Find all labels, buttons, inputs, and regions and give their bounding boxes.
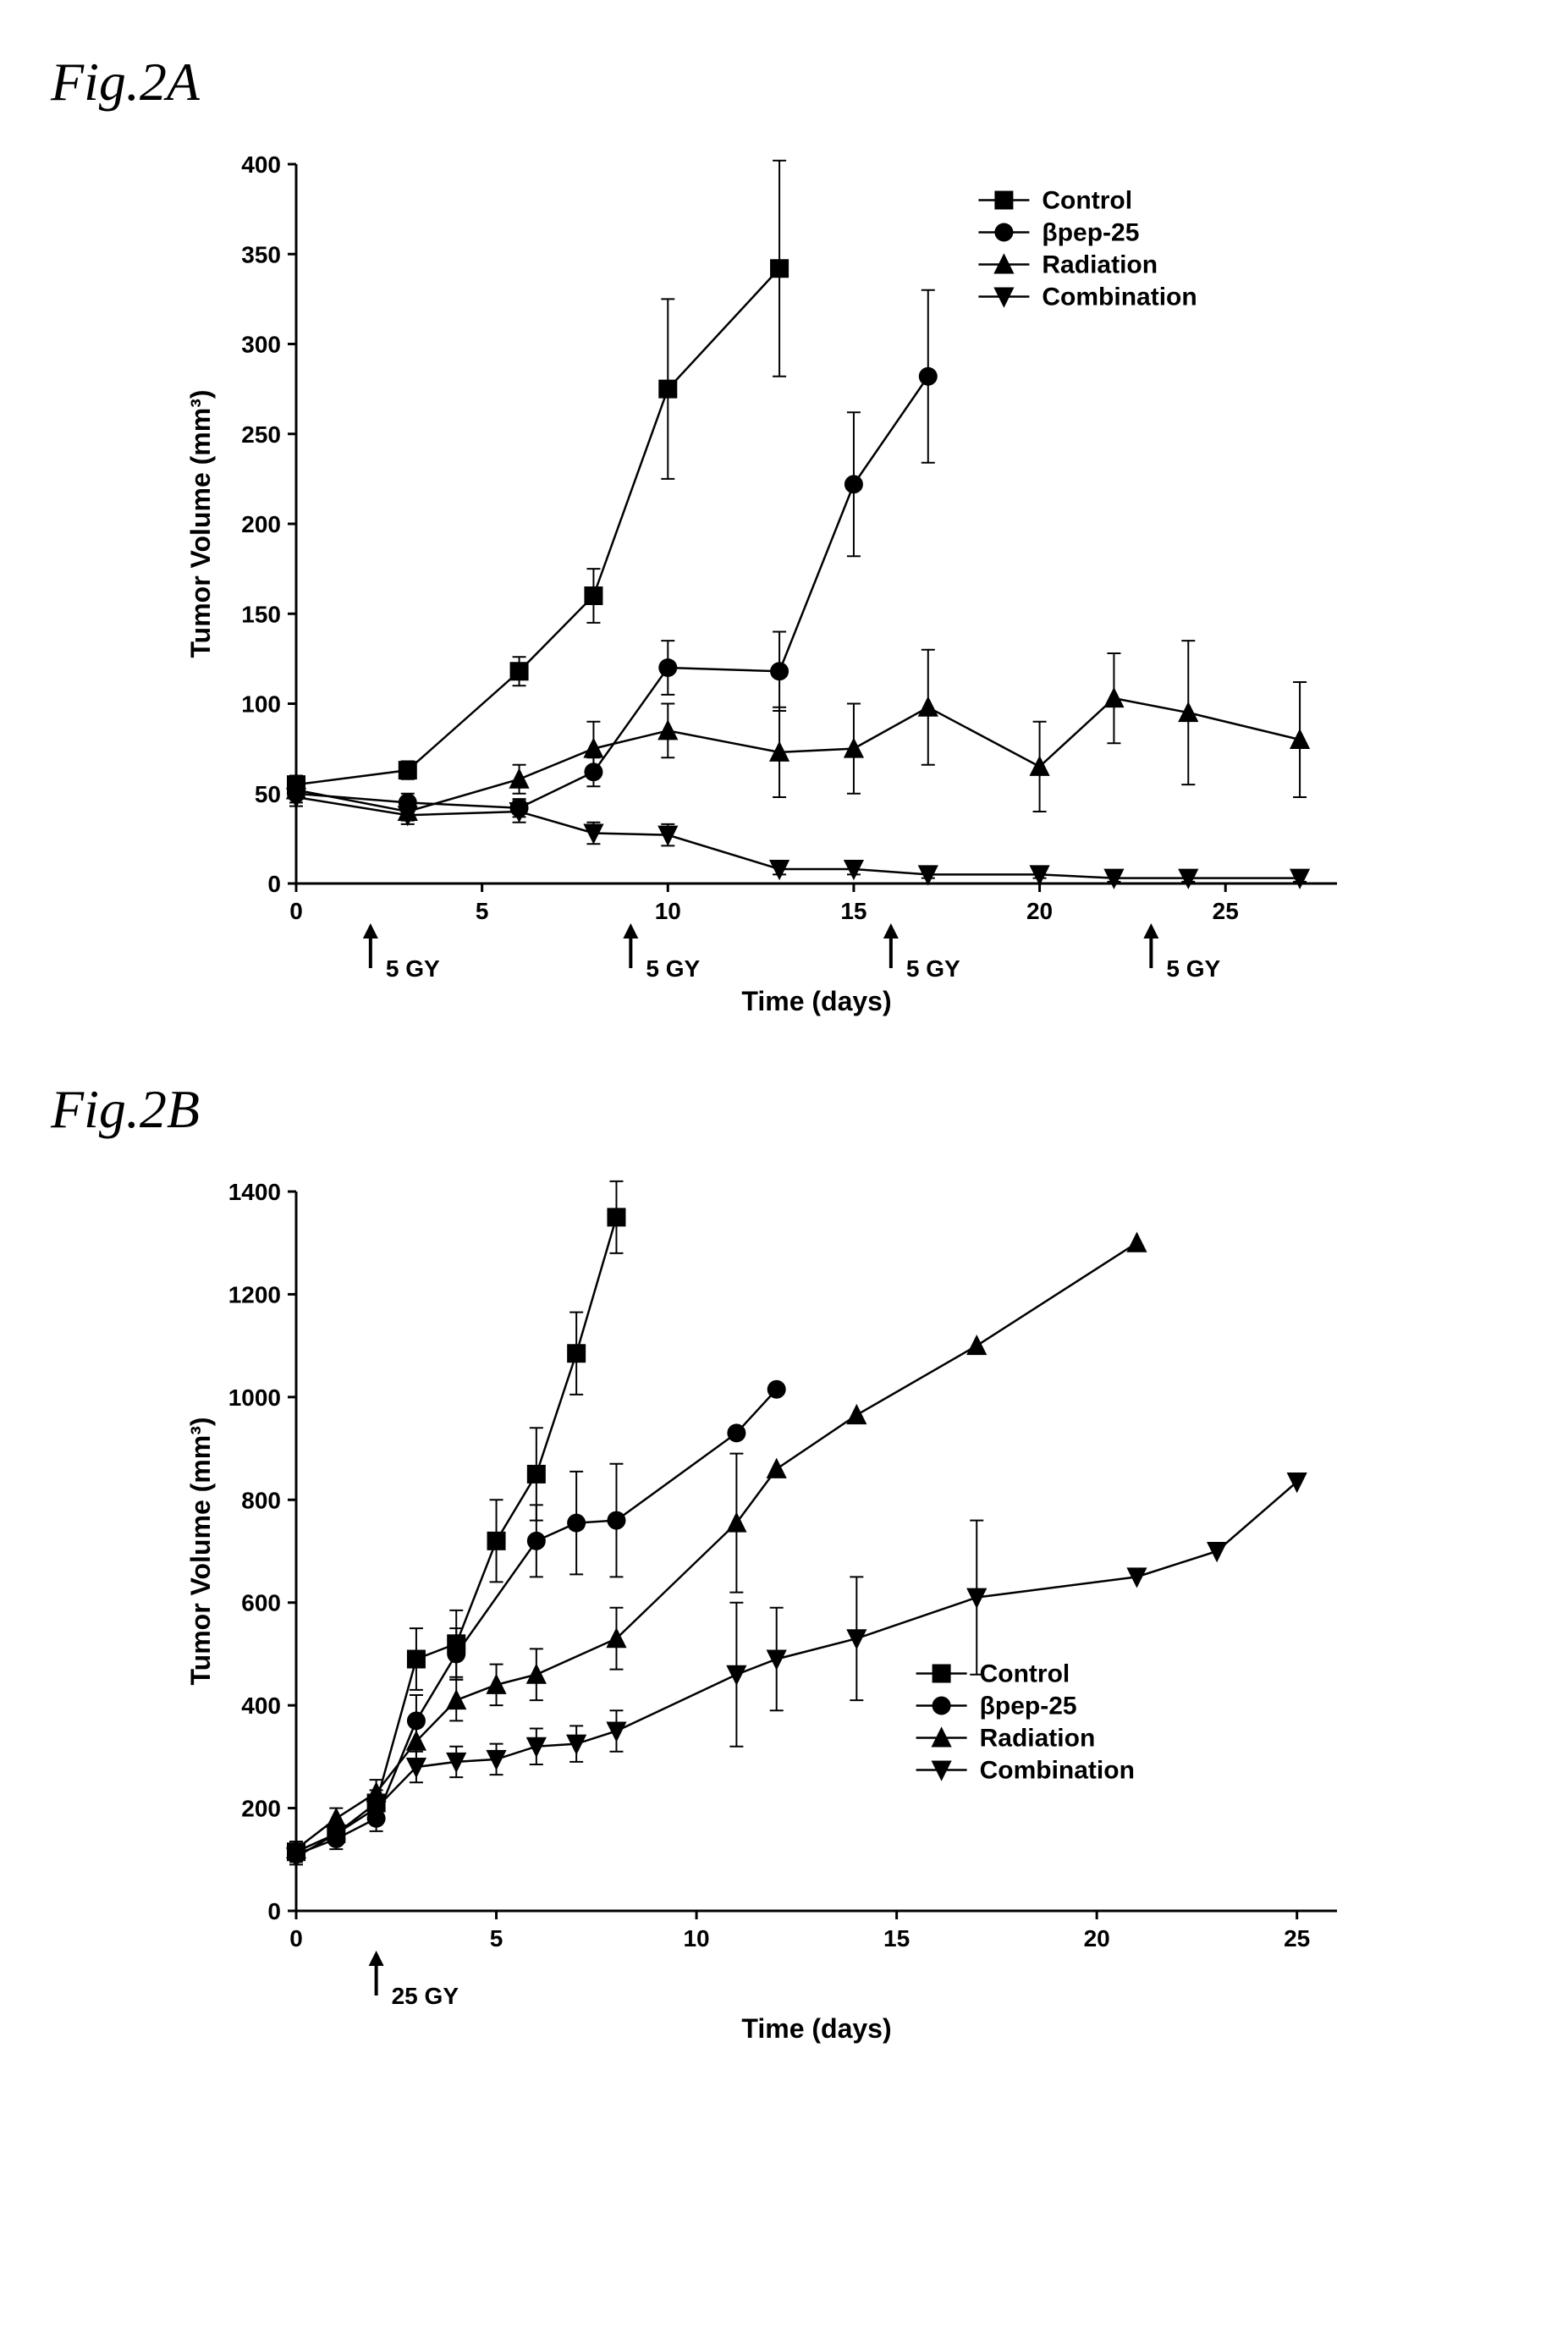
chart-b-wrapper: 0 5 10 15 20 25 0 200 400 600 800 1000 1200 1400 Time … bbox=[186, 1166, 1515, 2055]
svg-text:0: 0 bbox=[267, 871, 281, 897]
svg-text:15: 15 bbox=[883, 1925, 910, 1951]
svg-text:15: 15 bbox=[840, 898, 867, 924]
fig-a-label: Fig.2A bbox=[51, 51, 1515, 113]
svg-text:Tumor Volume (mm³): Tumor Volume (mm³) bbox=[186, 389, 216, 658]
svg-text:20: 20 bbox=[1084, 1925, 1110, 1951]
svg-text:5 GY: 5 GY bbox=[1166, 955, 1220, 982]
svg-text:200: 200 bbox=[241, 1796, 281, 1822]
svg-text:100: 100 bbox=[241, 691, 281, 718]
svg-text:10: 10 bbox=[683, 1925, 709, 1951]
svg-text:Radiation: Radiation bbox=[980, 1725, 1096, 1753]
svg-text:350: 350 bbox=[241, 241, 281, 267]
svg-text:600: 600 bbox=[241, 1590, 281, 1616]
svg-text:25: 25 bbox=[1284, 1925, 1310, 1951]
svg-text:0: 0 bbox=[289, 898, 303, 924]
svg-text:5: 5 bbox=[476, 898, 489, 924]
svg-text:5 GY: 5 GY bbox=[906, 955, 960, 982]
svg-text:βpep-25: βpep-25 bbox=[1042, 219, 1139, 247]
svg-text:0: 0 bbox=[267, 1898, 281, 1924]
figure-container: Fig.2A 051015202505010015020025030035040… bbox=[34, 51, 1515, 2055]
svg-text:Combination: Combination bbox=[980, 1757, 1135, 1785]
svg-text:50: 50 bbox=[255, 781, 281, 807]
svg-text:10: 10 bbox=[655, 898, 681, 924]
fig-b-label: Fig.2B bbox=[51, 1078, 1515, 1141]
svg-text:250: 250 bbox=[241, 421, 281, 448]
svg-text:150: 150 bbox=[241, 601, 281, 627]
svg-text:1200: 1200 bbox=[228, 1281, 281, 1307]
svg-text:Combination: Combination bbox=[1042, 283, 1197, 311]
svg-text:400: 400 bbox=[241, 1693, 281, 1719]
chart-a: 0510152025050100150200250300350400Time (… bbox=[186, 139, 1371, 1027]
svg-text:25 GY: 25 GY bbox=[392, 1983, 459, 2009]
svg-text:400: 400 bbox=[241, 151, 281, 178]
svg-text:25: 25 bbox=[1213, 898, 1239, 924]
svg-text:Radiation: Radiation bbox=[1042, 251, 1158, 279]
svg-text:800: 800 bbox=[241, 1487, 281, 1513]
svg-text:1400: 1400 bbox=[228, 1179, 281, 1205]
chart-b: 0 5 10 15 20 25 0 200 400 600 800 1000 1200 1400 Time … bbox=[186, 1166, 1371, 2055]
svg-text:5 GY: 5 GY bbox=[386, 955, 440, 982]
svg-text:0: 0 bbox=[289, 1925, 303, 1951]
svg-text:Time (days): Time (days) bbox=[741, 986, 891, 1016]
svg-text:βpep-25: βpep-25 bbox=[980, 1693, 1077, 1720]
svg-text:Time (days): Time (days) bbox=[741, 2013, 891, 2044]
svg-text:5 GY: 5 GY bbox=[646, 955, 700, 982]
svg-text:20: 20 bbox=[1026, 898, 1053, 924]
svg-text:1000: 1000 bbox=[228, 1384, 281, 1411]
svg-text:300: 300 bbox=[241, 332, 281, 358]
svg-text:Control: Control bbox=[1042, 187, 1132, 215]
svg-text:5: 5 bbox=[490, 1925, 503, 1951]
svg-text:Control: Control bbox=[980, 1660, 1070, 1688]
svg-text:Tumor Volume (mm³): Tumor Volume (mm³) bbox=[186, 1417, 216, 1685]
chart-a-wrapper: 0510152025050100150200250300350400Time (… bbox=[186, 139, 1515, 1027]
svg-text:200: 200 bbox=[241, 511, 281, 537]
